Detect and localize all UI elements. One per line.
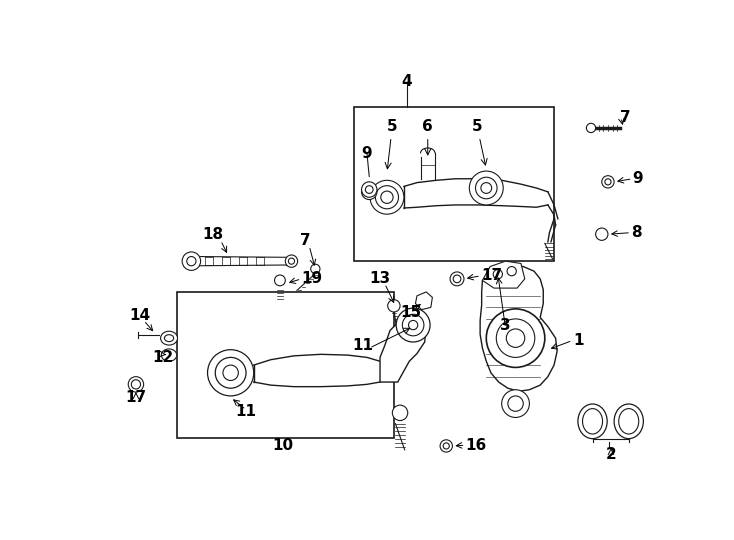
Circle shape [128,377,144,392]
Circle shape [402,314,424,336]
Text: 7: 7 [300,233,310,248]
Circle shape [223,365,239,381]
Circle shape [496,319,535,357]
Circle shape [501,390,529,417]
Text: 16: 16 [465,438,487,453]
Text: 11: 11 [352,339,374,353]
Circle shape [366,186,373,193]
Circle shape [375,186,399,209]
Text: 5: 5 [385,119,398,169]
Circle shape [310,264,320,273]
Circle shape [469,171,504,205]
Text: 15: 15 [400,305,421,320]
Circle shape [476,177,497,199]
Circle shape [381,191,393,204]
Circle shape [595,228,608,240]
Text: 17: 17 [481,267,502,282]
Text: 19: 19 [302,272,323,286]
Circle shape [396,308,430,342]
Polygon shape [380,315,426,382]
Circle shape [443,443,449,449]
Circle shape [605,179,611,185]
Text: 14: 14 [129,308,150,322]
Text: 4: 4 [401,74,413,89]
Circle shape [370,180,404,214]
Circle shape [365,187,374,197]
Circle shape [602,176,614,188]
Bar [177,292,394,438]
Circle shape [362,184,377,200]
Circle shape [182,252,200,271]
Text: 3: 3 [501,318,511,333]
Circle shape [362,182,377,197]
Ellipse shape [161,331,178,345]
Circle shape [508,396,523,411]
Ellipse shape [161,349,177,361]
Text: 8: 8 [631,225,642,240]
Circle shape [586,123,595,132]
Circle shape [440,440,452,452]
Text: 11: 11 [236,404,257,419]
Circle shape [493,269,503,279]
Text: 18: 18 [203,227,223,242]
Text: 5: 5 [472,119,487,165]
Circle shape [507,267,516,276]
Ellipse shape [164,335,174,342]
Text: 10: 10 [272,438,294,454]
Text: 13: 13 [369,272,390,286]
Circle shape [388,300,400,312]
Ellipse shape [583,409,603,434]
Text: 7: 7 [619,110,631,125]
Polygon shape [480,267,557,392]
Ellipse shape [619,409,639,434]
Text: 1: 1 [573,333,584,348]
Text: 6: 6 [422,119,433,155]
Ellipse shape [614,404,644,438]
Circle shape [288,258,294,264]
Circle shape [131,380,140,389]
Circle shape [275,275,286,286]
Circle shape [450,272,464,286]
Circle shape [186,256,196,266]
Circle shape [453,275,461,283]
Text: 9: 9 [362,146,372,161]
Circle shape [487,309,545,367]
Polygon shape [482,261,525,288]
Circle shape [393,405,408,421]
Circle shape [286,255,297,267]
Ellipse shape [578,404,607,438]
Circle shape [409,320,418,330]
Circle shape [506,329,525,347]
Text: 17: 17 [126,390,147,405]
Bar [354,107,554,261]
Text: 2: 2 [606,447,617,462]
Text: 9: 9 [633,171,643,186]
Circle shape [215,357,246,388]
Text: 12: 12 [152,350,173,365]
Circle shape [481,183,492,193]
Circle shape [208,350,254,396]
